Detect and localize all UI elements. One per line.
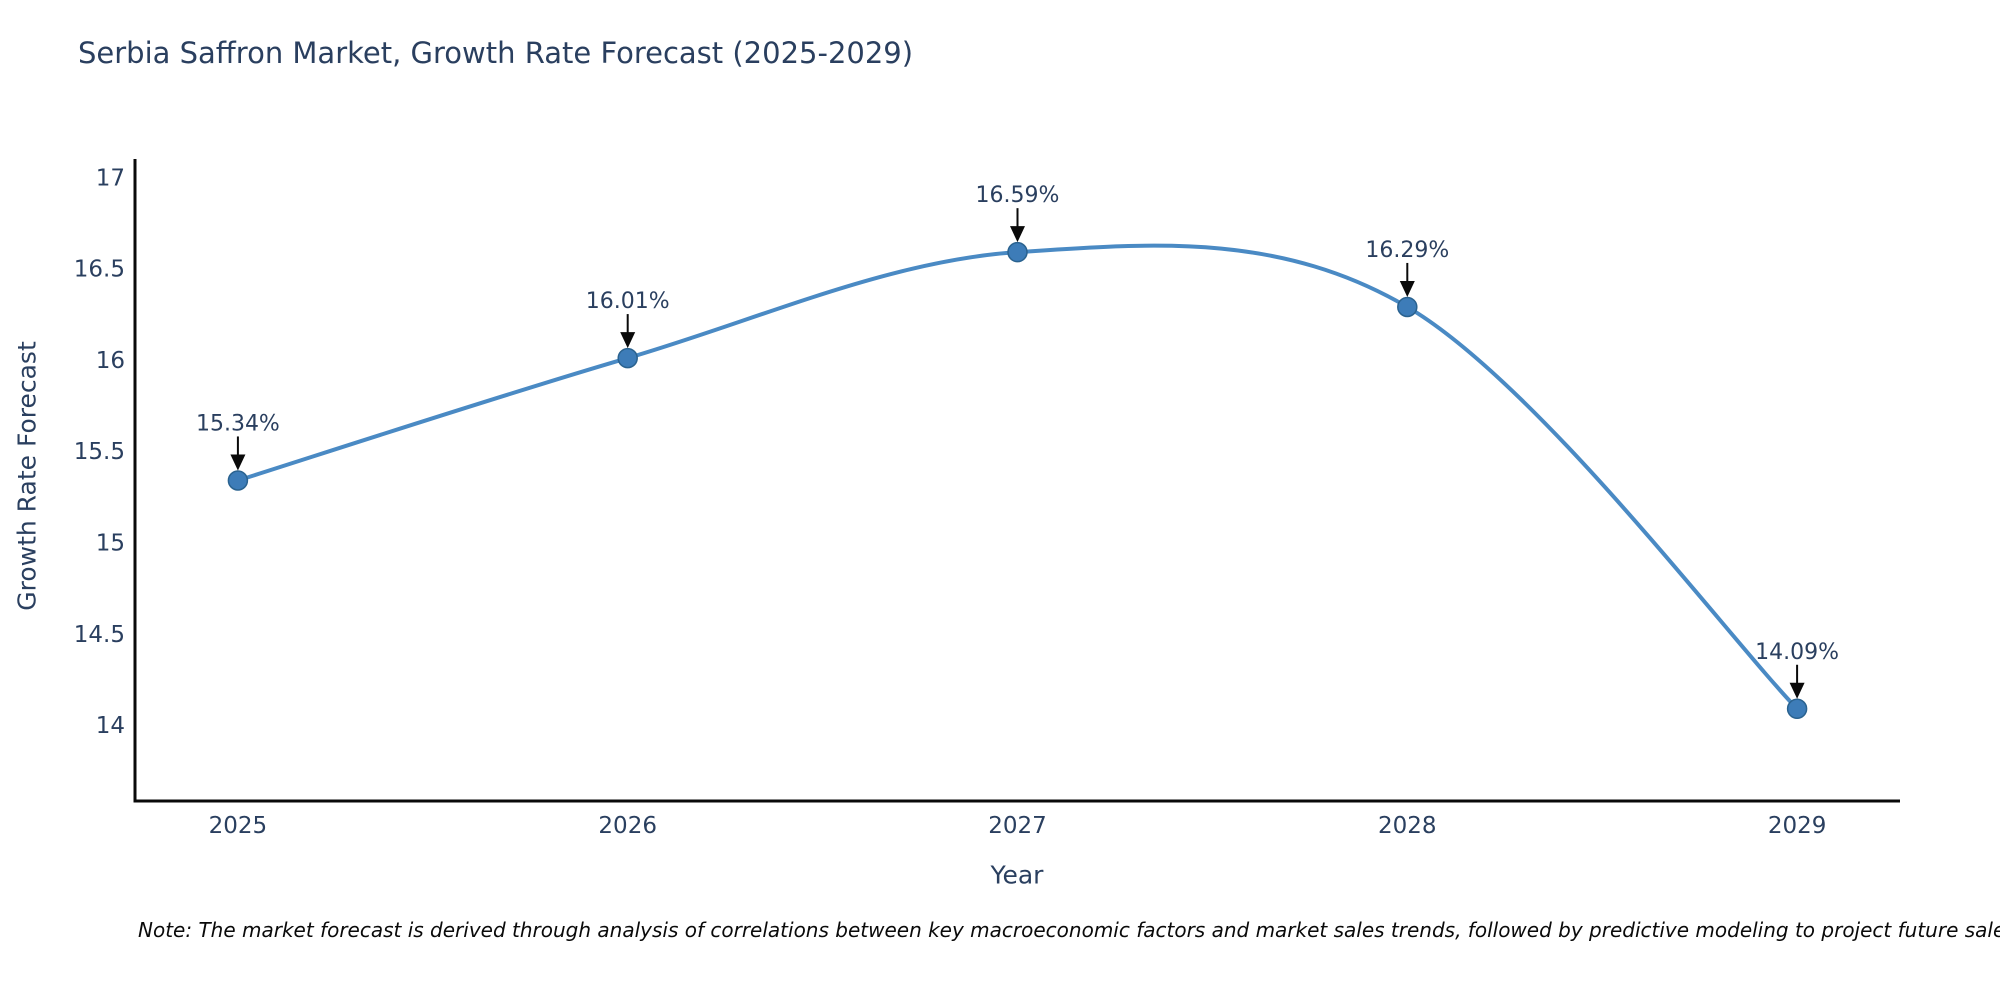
annotation-label-2028: 16.29% <box>1365 238 1449 263</box>
annotation-arrowhead <box>1010 226 1025 243</box>
x-tick-label: 2025 <box>209 813 268 839</box>
data-point-2029[interactable] <box>1786 698 1808 720</box>
annotation-label-2026: 16.01% <box>586 289 670 314</box>
data-point-2026[interactable] <box>617 347 638 369</box>
annotation-arrowhead <box>620 332 636 349</box>
footnote: Note: The market forecast is derived thr… <box>138 918 2000 942</box>
y-tick-label: 15 <box>96 531 125 557</box>
annotation-label-2029: 14.09% <box>1755 640 1839 665</box>
data-point-2028[interactable] <box>1397 296 1418 318</box>
annotation-arrowhead <box>1399 280 1415 297</box>
x-axis-title: Year <box>990 860 1044 890</box>
x-tick-label: 2028 <box>1378 813 1437 839</box>
growth-rate-spline <box>235 243 1800 711</box>
x-tick-label: 2029 <box>1768 813 1827 839</box>
annotation-label-2027: 16.59% <box>976 183 1060 208</box>
x-tick-label: 2027 <box>988 813 1047 839</box>
y-tick-label: 14 <box>96 713 125 739</box>
y-tick-label: 15.5 <box>74 439 125 465</box>
annotation-arrowhead <box>230 454 246 471</box>
data-point-2027[interactable] <box>1007 241 1028 263</box>
y-tick-label: 16 <box>96 348 125 374</box>
chart-title: Serbia Saffron Market, Growth Rate Forec… <box>78 36 914 70</box>
annotation-arrowhead <box>1789 682 1805 699</box>
y-tick-label: 16.5 <box>74 257 125 283</box>
data-point-2025[interactable] <box>227 470 249 491</box>
y-tick-label: 17 <box>96 165 125 191</box>
y-tick-label: 14.5 <box>74 622 125 648</box>
y-axis-title: Growth Rate Forecast <box>12 341 42 611</box>
x-tick-label: 2026 <box>598 813 657 839</box>
annotation-label-2025: 15.34% <box>196 411 280 436</box>
